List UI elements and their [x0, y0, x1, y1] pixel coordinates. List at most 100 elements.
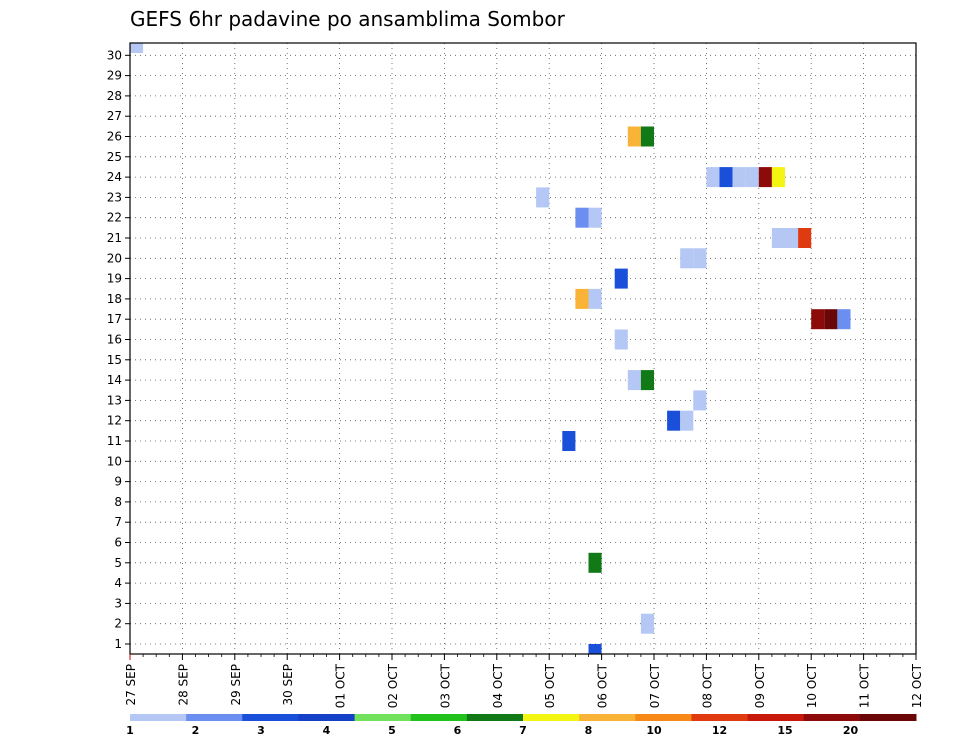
y-tick-label: 24: [107, 170, 122, 184]
precip-cell: [575, 207, 589, 228]
y-tick-label: 8: [114, 495, 122, 509]
plot-frame: [129, 42, 917, 655]
colorbar-label: 3: [257, 724, 265, 737]
precip-cell: [680, 410, 694, 431]
x-tick-label: 12 OCT: [910, 663, 924, 708]
precip-cell: [575, 288, 589, 309]
x-tick-label: 27 SEP: [124, 664, 138, 706]
precip-cell: [771, 228, 785, 248]
x-tick-label: 28 SEP: [176, 664, 190, 706]
precip-cell: [719, 167, 733, 188]
x-tick-label: 10 OCT: [805, 663, 819, 708]
colorbar-label: 7: [519, 724, 527, 737]
precip-cell: [811, 309, 825, 330]
y-tick-label: 21: [107, 231, 122, 245]
precip-cell: [614, 268, 628, 289]
y-tick-label: 23: [107, 190, 122, 204]
y-tick-label: 6: [114, 536, 122, 550]
grid-lines: [130, 43, 916, 654]
chart-title: GEFS 6hr padavine po ansamblima Sombor: [130, 7, 566, 31]
x-axis: 27 SEP 28 SEP 29 SEP 30 SEP 01 OCT 02 OCT 03 O…: [124, 654, 924, 708]
colorbar-label: 5: [388, 724, 396, 737]
precip-cell: [640, 126, 654, 147]
y-tick-label: 7: [114, 515, 122, 529]
precip-cell: [588, 207, 602, 228]
y-tick-label: 3: [114, 596, 122, 610]
y-tick-label: 16: [107, 333, 122, 347]
precip-cell: [640, 613, 654, 634]
precip-cell: [614, 329, 628, 350]
precip-cell: [667, 410, 681, 431]
x-tick-label: 30 SEP: [281, 664, 295, 706]
colorbar-label: 2: [192, 724, 200, 737]
colorbar-segment: [130, 714, 187, 721]
x-tick-label: 07 OCT: [648, 663, 662, 708]
colorbar-label: 4: [323, 724, 331, 737]
precip-cell: [732, 167, 746, 188]
y-tick-label: 27: [107, 109, 122, 123]
precip-cell: [798, 228, 812, 248]
x-tick-label: 29 SEP: [229, 664, 243, 706]
precip-cell: [680, 248, 694, 269]
colorbar-label: 12: [712, 724, 727, 737]
precip-cell: [837, 309, 851, 330]
colorbar: 1 2 3 4 5 6 7 8 10 12 15 20: [126, 714, 917, 737]
precip-cell: [562, 431, 576, 451]
precip-cell: [824, 309, 838, 330]
y-tick-label: 1: [114, 637, 122, 651]
precip-cell: [785, 228, 799, 248]
y-tick-label: 4: [114, 576, 122, 590]
precip-cells: [130, 43, 851, 654]
y-tick-label: 14: [107, 373, 122, 387]
colorbar-segment: [803, 714, 861, 721]
precip-cell: [588, 288, 602, 309]
y-tick-label: 10: [107, 454, 122, 468]
x-tick-label: 01 OCT: [334, 663, 348, 708]
x-tick-label: 08 OCT: [700, 663, 714, 708]
x-tick-label: 05 OCT: [543, 663, 557, 708]
colorbar-label: 10: [646, 724, 662, 737]
x-tick-label: 03 OCT: [438, 663, 452, 708]
colorbar-segment: [691, 714, 749, 721]
colorbar-segment: [579, 714, 636, 721]
precip-cell: [693, 390, 707, 411]
x-tick-label: 06 OCT: [596, 663, 610, 708]
colorbar-segment: [410, 714, 468, 721]
precip-cell: [536, 187, 550, 208]
precip-cell: [588, 644, 602, 654]
y-tick-label: 15: [107, 353, 122, 367]
x-tick-label: 11 OCT: [858, 663, 872, 708]
y-tick-label: 2: [114, 617, 122, 631]
y-tick-label: 18: [107, 292, 122, 306]
y-tick-label: 28: [107, 89, 122, 103]
colorbar-label: 20: [843, 724, 859, 737]
x-tick-label: 02 OCT: [386, 663, 400, 708]
y-tick-label: 22: [107, 211, 122, 225]
y-tick-label: 26: [107, 130, 122, 144]
colorbar-segment: [242, 714, 299, 721]
y-tick-label: 9: [114, 475, 122, 489]
colorbar-label: 1: [126, 724, 134, 737]
precip-cell: [627, 370, 641, 391]
precip-cell: [130, 43, 144, 53]
precip-cell: [745, 167, 759, 188]
y-axis: 1234567891011121314151617181920212223242…: [107, 48, 130, 651]
y-tick-label: 30: [107, 48, 122, 62]
y-tick-label: 12: [107, 414, 122, 428]
precip-cell: [693, 248, 707, 269]
y-tick-label: 5: [114, 556, 122, 570]
colorbar-label: 6: [454, 724, 462, 737]
precip-cell: [758, 167, 772, 188]
y-tick-label: 11: [107, 434, 122, 448]
colorbar-segment: [186, 714, 243, 721]
y-tick-label: 20: [107, 251, 122, 265]
y-tick-label: 13: [107, 393, 122, 407]
colorbar-segment: [747, 714, 805, 721]
precip-cell: [706, 167, 720, 188]
colorbar-segment: [298, 714, 356, 721]
y-tick-label: 25: [107, 150, 122, 164]
colorbar-segment: [466, 714, 524, 721]
y-tick-label: 17: [107, 312, 122, 326]
precip-cell: [588, 552, 602, 573]
colorbar-segment: [635, 714, 692, 721]
